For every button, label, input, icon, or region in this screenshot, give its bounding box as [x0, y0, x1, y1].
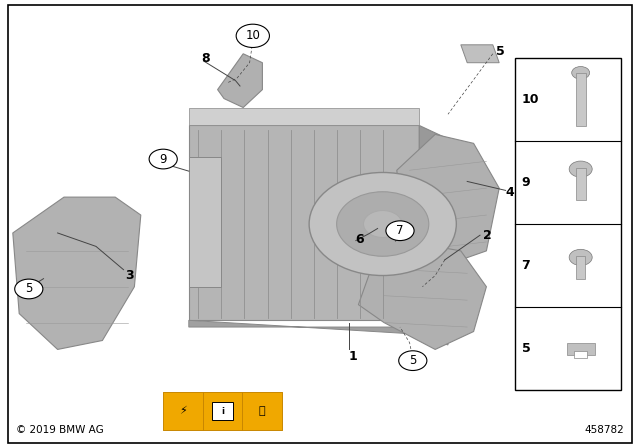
Text: 8: 8 [202, 52, 210, 65]
Bar [212, 402, 233, 420]
Circle shape [364, 211, 402, 237]
Circle shape [386, 221, 414, 241]
Text: 5: 5 [496, 45, 505, 58]
Polygon shape [371, 188, 422, 251]
Polygon shape [189, 157, 221, 287]
Polygon shape [218, 54, 262, 108]
Text: i: i [221, 407, 224, 417]
Text: ⚡: ⚡ [179, 406, 187, 416]
Text: 5: 5 [522, 342, 531, 355]
Text: 9: 9 [522, 176, 530, 189]
Text: 4: 4 [506, 186, 515, 199]
Text: 10: 10 [522, 93, 539, 106]
Text: 10: 10 [245, 29, 260, 43]
Circle shape [236, 24, 269, 47]
Circle shape [569, 249, 592, 265]
Circle shape [572, 67, 589, 79]
Bar [163, 392, 282, 430]
Circle shape [15, 279, 43, 299]
Circle shape [399, 351, 427, 370]
Polygon shape [358, 242, 486, 349]
Text: 458782: 458782 [584, 425, 624, 435]
Text: 5: 5 [409, 354, 417, 367]
Polygon shape [419, 125, 448, 336]
Bar [575, 168, 586, 200]
Polygon shape [397, 134, 499, 269]
Polygon shape [461, 45, 499, 63]
Text: 5: 5 [25, 282, 33, 296]
Bar [163, 392, 203, 430]
Text: 7: 7 [396, 224, 404, 237]
Text: 1: 1 [349, 349, 358, 363]
Circle shape [309, 172, 456, 276]
Bar [515, 58, 621, 390]
Bar [575, 73, 586, 125]
Circle shape [569, 161, 592, 177]
Text: ✋: ✋ [259, 406, 265, 416]
Polygon shape [13, 197, 141, 349]
Polygon shape [189, 125, 419, 320]
Polygon shape [189, 108, 419, 125]
Bar [242, 392, 282, 430]
Bar [203, 392, 242, 430]
Polygon shape [189, 320, 448, 345]
Bar [574, 351, 587, 358]
Text: 2: 2 [483, 228, 492, 242]
Text: 3: 3 [125, 269, 133, 282]
Text: © 2019 BMW AG: © 2019 BMW AG [16, 425, 104, 435]
Text: 6: 6 [355, 233, 364, 246]
Circle shape [149, 149, 177, 169]
Circle shape [337, 192, 429, 256]
Text: 7: 7 [522, 259, 531, 272]
Bar [566, 343, 595, 355]
Text: 9: 9 [159, 152, 167, 166]
Bar [576, 256, 585, 279]
